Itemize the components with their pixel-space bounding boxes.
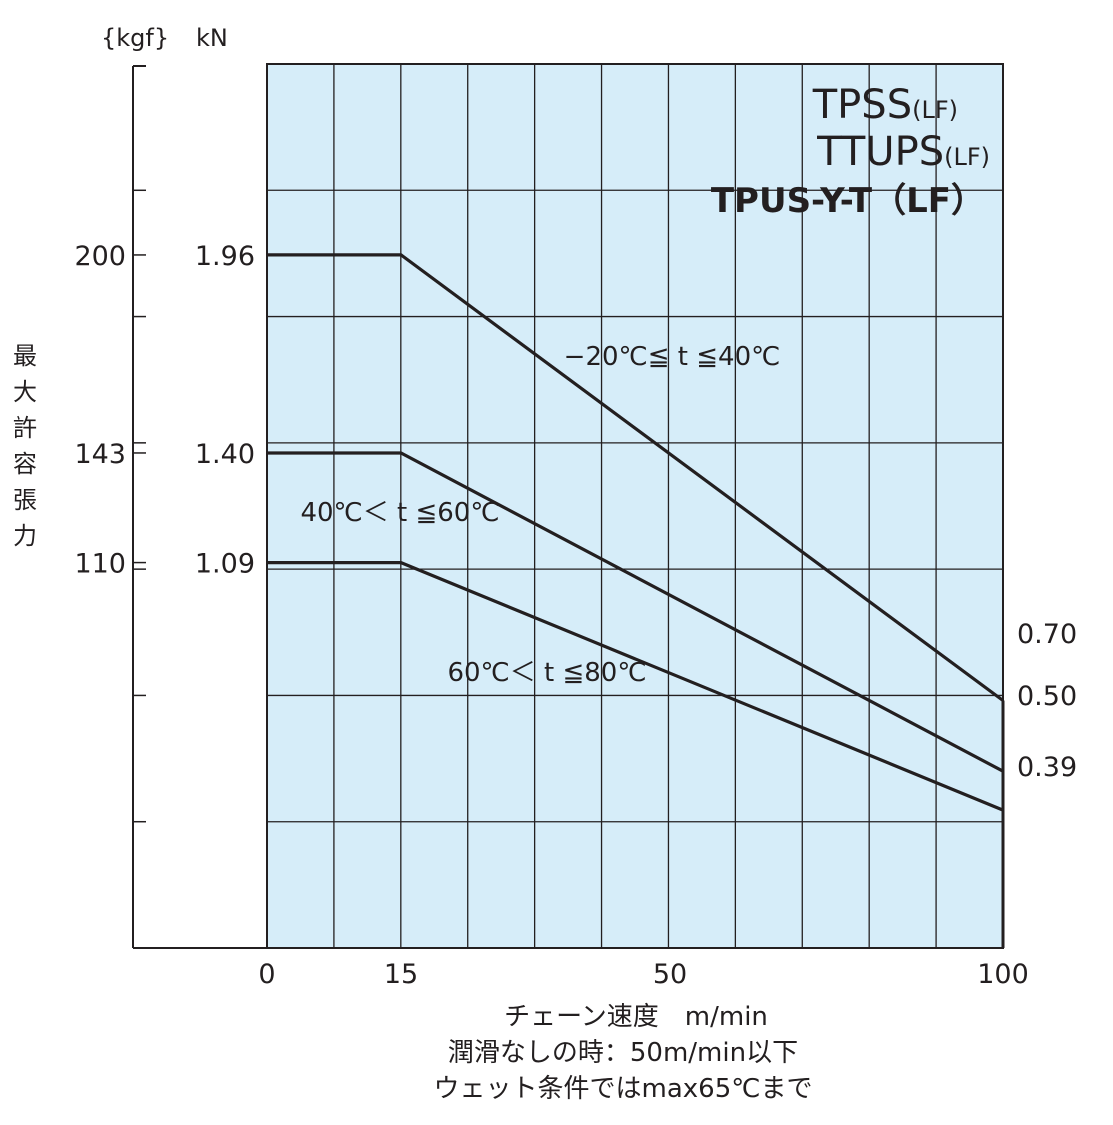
kgf-tick-label: 200 bbox=[74, 241, 126, 272]
kgf-unit-label: {kgf} bbox=[101, 24, 169, 52]
end-value-label: 0.39 bbox=[1017, 752, 1077, 783]
series-label: 60℃＜ t ≦80℃ bbox=[447, 658, 646, 688]
y-axis-label-char: 大 bbox=[13, 378, 37, 406]
x-tick-label: 100 bbox=[977, 959, 1029, 990]
x-tick-label: 0 bbox=[258, 959, 275, 990]
series-lines: −20℃≦ t ≦40℃ 40℃＜ t ≦60℃ 60℃＜ t ≦80℃ bbox=[267, 253, 1004, 812]
grid-lines bbox=[267, 64, 1003, 948]
x-tick-label: 50 bbox=[653, 959, 687, 990]
kgf-tick-label: 143 bbox=[74, 439, 126, 470]
series-line bbox=[267, 253, 1004, 702]
model-title-3: TPUS-Y-T（LF） bbox=[711, 181, 985, 221]
y-axis-label-char: 最 bbox=[13, 342, 37, 370]
y-axis-label-char: 容 bbox=[13, 450, 37, 478]
plot-area bbox=[267, 64, 1003, 948]
y-axis-label-char: 許 bbox=[13, 414, 37, 442]
series-line bbox=[267, 451, 1004, 773]
series-label: −20℃≦ t ≦40℃ bbox=[564, 342, 781, 372]
note-line-1: 潤滑なしの時：50m/min以下 bbox=[448, 1038, 798, 1068]
end-value-label: 0.50 bbox=[1017, 681, 1077, 712]
model-title-2: TTUPS(LF) bbox=[816, 129, 990, 175]
plot-border bbox=[266, 63, 1004, 949]
y-axis-label-char: 張 bbox=[13, 486, 37, 514]
x-axis-label: チェーン速度 m/min bbox=[504, 1002, 768, 1032]
kn-tick-label: 1.40 bbox=[195, 439, 255, 470]
kn-tick-label: 1.96 bbox=[195, 241, 255, 272]
note-line-2: ウェット条件ではmax65℃まで bbox=[434, 1074, 813, 1104]
kn-unit-label: kN bbox=[196, 24, 228, 52]
end-value-label: 0.70 bbox=[1017, 619, 1077, 650]
model-title-1: TPSS(LF) bbox=[812, 82, 958, 128]
labels: {kgf} kN チェーン速度 m/min 潤滑なしの時：50m/min以下 ウ… bbox=[101, 24, 990, 1104]
kgf-tick-label: 110 bbox=[74, 549, 126, 580]
kn-tick-label: 1.09 bbox=[195, 549, 255, 580]
y-axis-label-char: 力 bbox=[13, 522, 37, 550]
series-label: 40℃＜ t ≦60℃ bbox=[300, 498, 499, 528]
tick-labels: 0 15 50 100 1.96 1.40 1.09 200 143 110 0.70 0.50 0.3… bbox=[74, 241, 1077, 990]
series-line bbox=[267, 560, 1004, 812]
x-tick-label: 15 bbox=[384, 959, 418, 990]
axes bbox=[132, 63, 1005, 949]
